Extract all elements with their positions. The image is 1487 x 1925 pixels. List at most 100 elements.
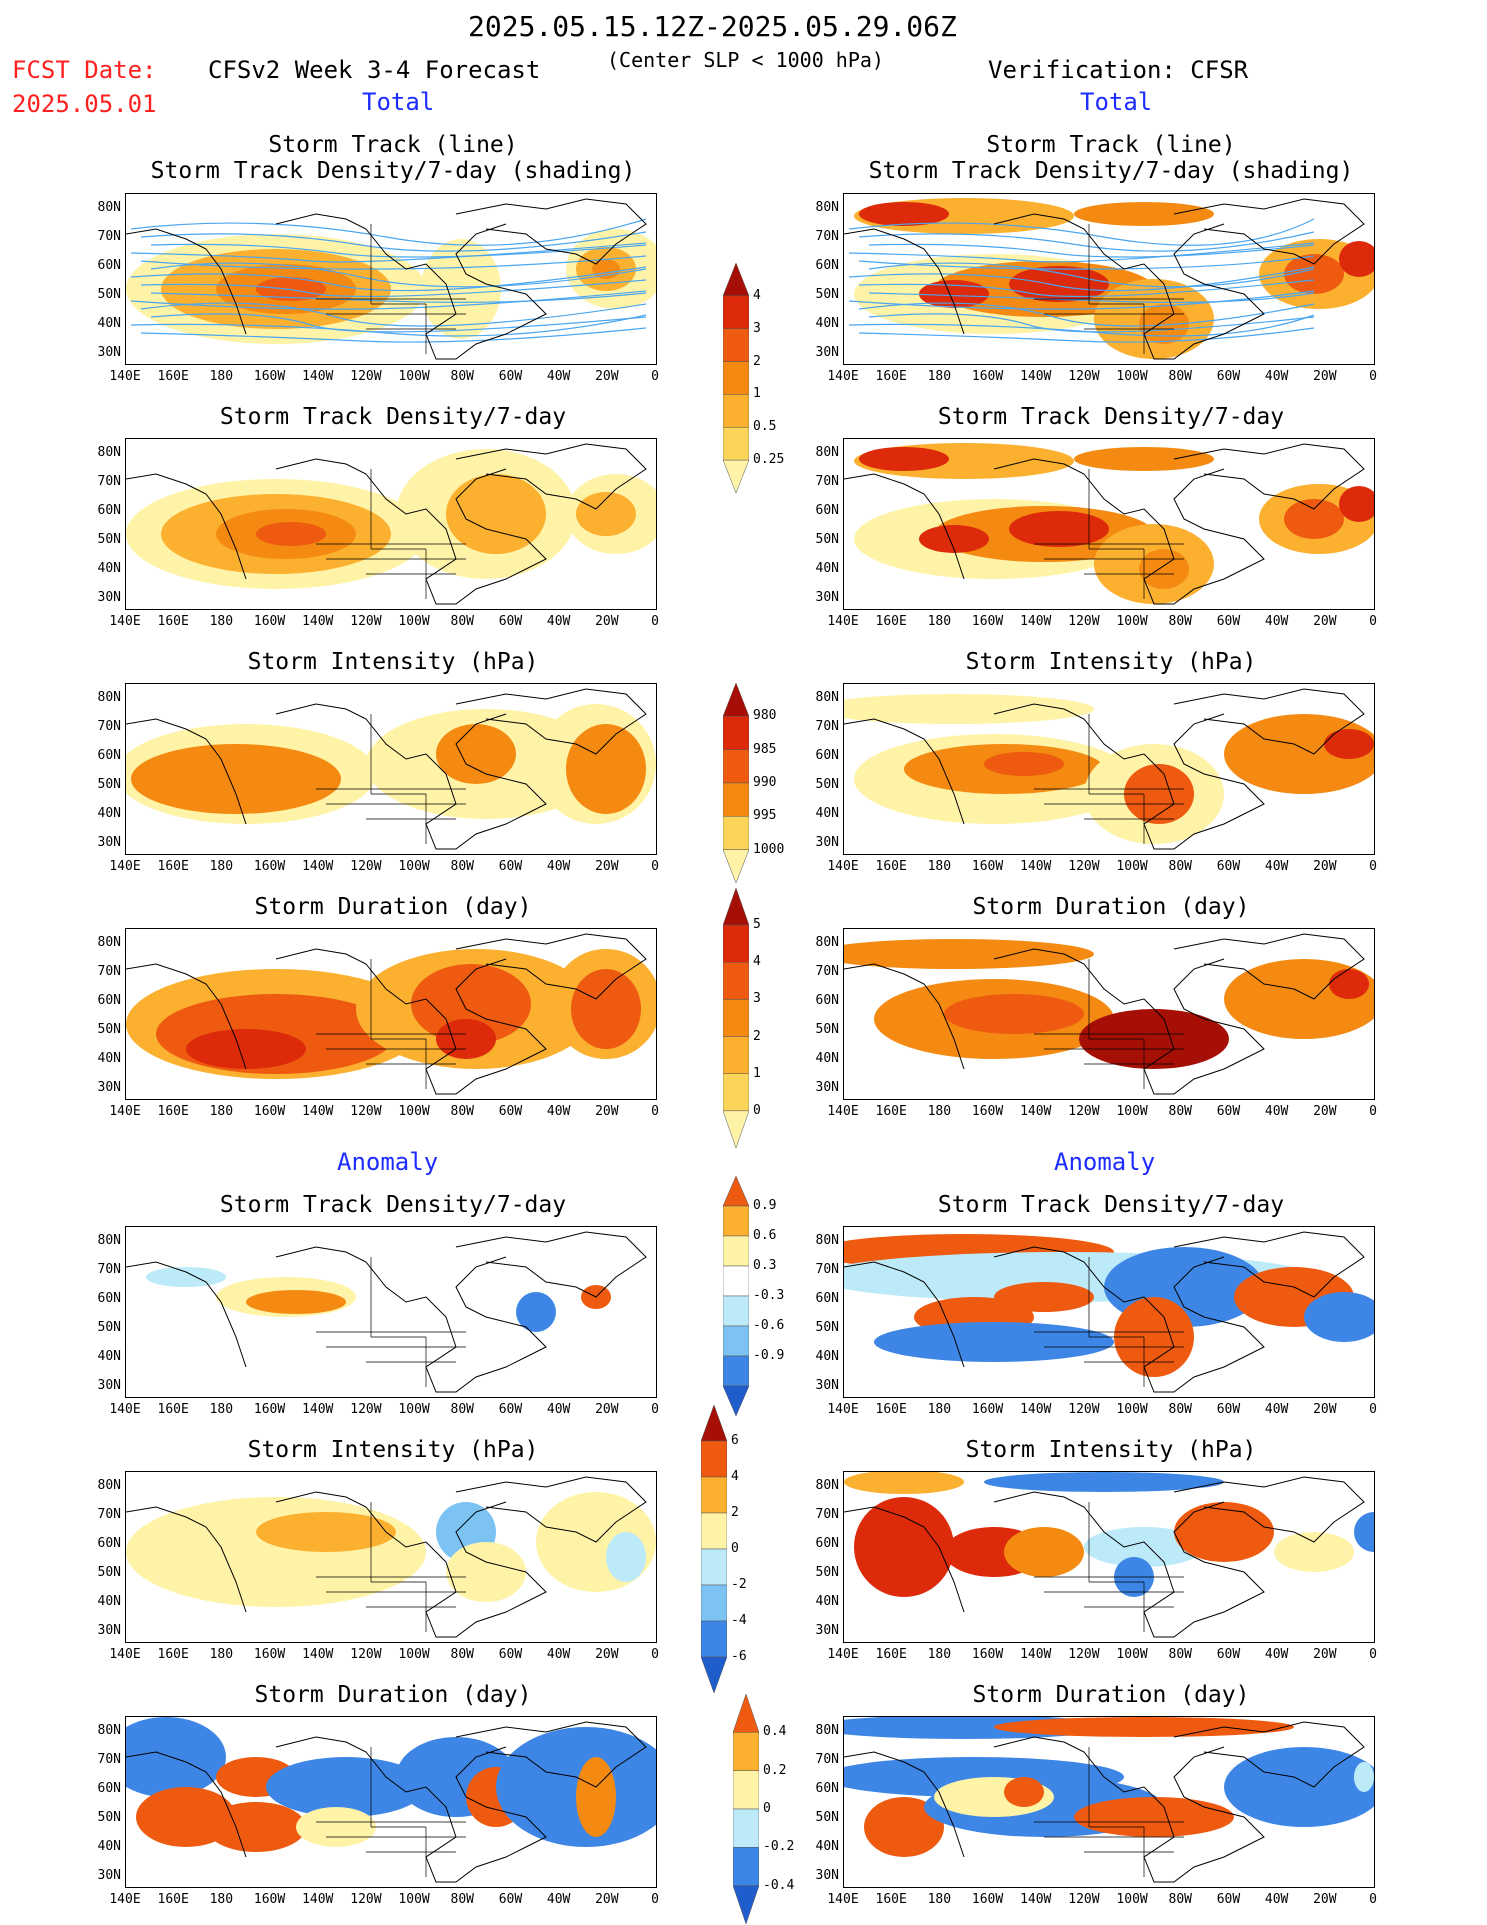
colorbar-level-label: -0.4: [763, 1877, 795, 1893]
lon-tick-label: 140W: [1020, 369, 1052, 384]
lon-tick-label: 40W: [1264, 1104, 1289, 1119]
colorbar-level-label: -0.3: [753, 1288, 785, 1303]
lon-tick-label: 40W: [546, 1647, 571, 1662]
lon-tick-label: 80W: [1168, 369, 1192, 384]
colorbar-level-label: -0.6: [753, 1318, 785, 1333]
lon-tick-label: 140E: [109, 369, 141, 384]
colorbar-level-label: 3: [753, 991, 761, 1007]
storm-track-line: [858, 302, 1315, 327]
storm-track-line: [848, 266, 1315, 292]
shade-region-3: [864, 1797, 944, 1857]
state-borders: [1034, 1747, 1184, 1877]
map-panel-verification-2: [843, 683, 1375, 855]
fcst-date-value: 2025.05.01: [12, 90, 157, 118]
map-panel-forecast-0: [125, 193, 657, 365]
storm-track-line: [150, 243, 647, 258]
storm-track-line: [848, 314, 1315, 337]
colorbar-level-label: 2: [753, 353, 761, 369]
colorbar-level-label: 0.3: [753, 1258, 777, 1273]
lon-tick-label: 20W: [1313, 1104, 1337, 1119]
lon-tick-label: 140W: [1020, 1647, 1052, 1662]
lon-tick-label: 160E: [157, 1647, 189, 1662]
lat-tick-label: 70N: [815, 964, 839, 979]
colorbar-swatch: [723, 683, 749, 717]
lon-tick-label: 160E: [157, 1892, 189, 1907]
lon-tick-label: 80W: [450, 614, 474, 629]
lon-tick-label: 40W: [1264, 614, 1289, 629]
map-panel-verification-4: [843, 1226, 1375, 1398]
shade-region-8: [1139, 549, 1189, 589]
colorbar-swatch: [701, 1620, 727, 1658]
lat-tick-label: 40N: [97, 1349, 121, 1364]
colorbar-level-label: -2: [731, 1577, 747, 1592]
lat-tick-label: 30N: [97, 1080, 121, 1095]
lon-tick-label: 140W: [1020, 1402, 1052, 1417]
lon-tick-label: 100W: [398, 1402, 430, 1417]
lon-tick-label: 120W: [1068, 1402, 1100, 1417]
lon-tick-label: 160E: [875, 614, 907, 629]
title-r2: Storm Track Density/7-day: [937, 404, 1285, 430]
coastline: [126, 1476, 647, 1638]
lon-tick-label: 180: [927, 614, 952, 629]
map-panel-verification-1: [843, 438, 1375, 610]
lon-tick-label: 160E: [157, 859, 189, 874]
coastline: [844, 1721, 1365, 1883]
lon-tick-label: 180: [209, 1647, 234, 1662]
lon-tick-label: 20W: [1313, 1892, 1337, 1907]
colorbar-swatch: [723, 782, 749, 817]
section-total-left: Total: [362, 88, 435, 116]
center-slp-note: (Center SLP < 1000 hPa): [607, 48, 884, 72]
colorbar-level-label: -0.2: [763, 1839, 795, 1855]
lon-tick-label: 60W: [498, 1647, 523, 1662]
lat-tick-label: 60N: [97, 1781, 121, 1796]
colorbar-level-label: 3: [753, 320, 761, 336]
colorbar-level-label: 980: [753, 708, 777, 724]
lon-tick-label: 120W: [1068, 614, 1100, 629]
lon-tick-label: 120W: [1068, 1104, 1100, 1119]
lat-tick-label: 40N: [97, 561, 121, 576]
lon-tick-label: 180: [927, 1104, 952, 1119]
state-borders: [1034, 224, 1184, 354]
colorbar-swatch: [723, 361, 749, 395]
shade-region-10: [1284, 499, 1344, 539]
shade-region-5: [296, 1807, 376, 1847]
colorbar-swatch: [733, 1808, 759, 1848]
lat-tick-label: 80N: [97, 200, 121, 215]
lon-tick-label: 180: [209, 1104, 234, 1119]
storm-track-line: [130, 314, 647, 337]
map-panel-verification-0: [843, 193, 1375, 365]
lon-tick-label: 180: [209, 614, 234, 629]
lat-tick-label: 30N: [815, 590, 839, 605]
shade-region-1: [256, 1512, 396, 1552]
shade-region-5: [446, 474, 546, 554]
colorbar-swatch: [723, 1355, 749, 1387]
shade-region-3: [516, 1292, 556, 1332]
lat-tick-label: 50N: [97, 1810, 121, 1825]
lat-tick-label: 60N: [815, 1291, 839, 1306]
shade-region-3: [436, 724, 516, 784]
lon-tick-label: 140W: [302, 369, 334, 384]
section-anomaly-left: Anomaly: [337, 1148, 439, 1176]
storm-track-line: [130, 218, 647, 246]
lon-tick-label: 120W: [350, 1647, 382, 1662]
colorbar-level-label: -0.9: [753, 1348, 785, 1363]
lon-tick-label: 0: [651, 1402, 659, 1417]
storm-track-line: [130, 242, 647, 263]
lon-tick-label: 0: [1369, 1104, 1377, 1119]
lon-tick-label: 180: [927, 1402, 952, 1417]
lon-tick-label: 100W: [398, 1647, 430, 1662]
lon-tick-label: 80W: [1168, 1647, 1192, 1662]
colorbar-level-label: 2: [753, 1028, 761, 1044]
lat-tick-label: 70N: [815, 229, 839, 244]
colorbar-swatch: [723, 1073, 749, 1112]
lat-tick-label: 70N: [97, 229, 121, 244]
title-l6: Storm Intensity (hPa): [247, 1437, 539, 1463]
colorbar-swatch: [723, 1205, 749, 1237]
shade-region-11: [1339, 486, 1374, 522]
lat-tick-label: 60N: [815, 503, 839, 518]
lon-tick-label: 180: [209, 1402, 234, 1417]
lon-tick-label: 0: [1369, 859, 1377, 874]
colorbar-level-label: 4: [753, 954, 761, 970]
lat-tick-label: 40N: [97, 1594, 121, 1609]
shade-region-11: [1339, 241, 1374, 277]
